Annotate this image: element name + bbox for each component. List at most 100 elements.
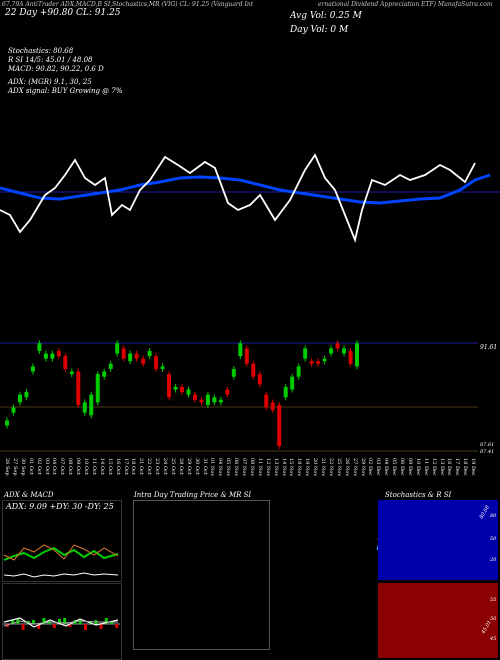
candle	[121, 348, 126, 359]
rsi-panel	[378, 583, 498, 658]
x-axis-label: 23 Oct	[154, 458, 161, 475]
x-axis-label: 24 Oct	[162, 458, 168, 475]
macd-label: MACD: 90.82, 90.22, 0.6 D	[8, 65, 104, 73]
candle	[212, 397, 217, 403]
candle	[257, 374, 262, 385]
x-axis-label: 04 Dec	[383, 458, 390, 476]
adx-signal: ADX signal: BUY Growing @ 7%	[8, 87, 123, 95]
x-axis-label: 27 Sep	[11, 458, 18, 476]
header-line1-right: ernational Dividend Appreciation ETF) Mu…	[318, 1, 493, 8]
candle	[264, 394, 269, 408]
x-axis-label: 03 Dec	[375, 458, 382, 476]
candle	[160, 366, 165, 369]
candle	[69, 371, 74, 375]
x-axis-label: 17 Oct	[122, 458, 129, 475]
macd-signal-line	[3, 620, 118, 627]
price-label-bottom-2: 87.41	[480, 449, 495, 455]
candle	[134, 353, 139, 359]
candle	[167, 374, 172, 398]
x-axis-label: 15 Nov	[288, 458, 295, 477]
candle	[270, 402, 275, 411]
candle	[173, 386, 178, 390]
x-axis-label: 02 Oct	[35, 458, 42, 475]
avg-vol: Avg Vol: 0.25 M	[290, 11, 362, 21]
x-axis-label: 09 Dec	[406, 458, 413, 476]
stoch-panel	[378, 500, 498, 580]
macd-histogram-bar	[104, 618, 108, 624]
x-axis-label: 08 Oct	[67, 458, 74, 475]
candle	[290, 376, 295, 390]
x-axis-label: 31 Oct	[201, 458, 208, 475]
x-axis-label: 02 Dec	[367, 458, 374, 476]
x-axis-label: 05 Dec	[391, 458, 398, 476]
rsi-label: R SI 14/5: 45.01 / 48.08	[8, 56, 93, 64]
candle	[342, 348, 347, 354]
adx-panel	[2, 500, 122, 582]
x-axis-label: 18 Nov	[296, 458, 303, 477]
candle	[218, 399, 223, 403]
x-axis-label: 10 Oct	[83, 458, 89, 475]
x-axis-label: 04 Nov	[217, 458, 224, 477]
candle	[329, 348, 334, 354]
candle	[82, 402, 87, 413]
candle	[244, 348, 249, 364]
candle	[238, 343, 243, 357]
candle	[303, 348, 308, 359]
intra-day-panel	[133, 500, 270, 650]
x-axis-label: 21 Nov	[320, 458, 326, 477]
x-axis-label: 30 Sep	[19, 458, 26, 476]
x-axis-label: 19 Dec	[470, 458, 477, 476]
candle	[225, 389, 230, 395]
adx-line	[3, 572, 119, 578]
x-axis-label: 09 Oct	[75, 458, 82, 475]
x-axis-label: 22 Oct	[146, 458, 153, 475]
header-line2: 22 Day +90.80 CL: 91.25	[5, 8, 121, 18]
candle	[24, 392, 29, 398]
candle	[17, 394, 22, 403]
x-axis-label: 11 Oct	[90, 458, 97, 475]
x-axis-label: 10 Dec	[414, 458, 421, 476]
x-axis-label: 20 Nov	[312, 458, 319, 477]
x-axis-label: 25 Oct	[169, 458, 176, 475]
candle	[277, 404, 282, 447]
x-axis-label: 13 Dec	[438, 458, 445, 476]
candle	[180, 386, 184, 393]
x-axis-label: 06 Dec	[399, 458, 405, 476]
macd-panel	[2, 583, 122, 660]
x-axis-label: 16 Dec	[446, 458, 453, 476]
candle	[316, 361, 321, 364]
stoch-level-20: 20	[490, 557, 497, 563]
candle	[141, 358, 146, 364]
candle	[95, 374, 100, 403]
x-axis-label: 11 Dec	[422, 458, 429, 476]
x-axis-label: 18 Oct	[130, 458, 137, 475]
candle	[251, 363, 256, 377]
macd-histogram-bar	[68, 624, 72, 627]
macd-histogram-bar	[37, 624, 41, 629]
candle	[115, 343, 120, 354]
macd-histogram-bar	[6, 624, 9, 627]
x-axis-label: 16 Oct	[114, 458, 121, 475]
macd-histogram-bar	[115, 624, 119, 628]
day-vol: Day Vol: 0 M	[290, 25, 349, 35]
candle	[283, 386, 288, 398]
x-axis-label: 01 Oct	[27, 458, 34, 475]
candle	[11, 407, 16, 413]
candle	[335, 343, 340, 349]
macd-histogram-bar	[52, 624, 56, 628]
x-axis-label: 25 Nov	[335, 458, 342, 477]
candle	[108, 363, 113, 369]
stoch-rsi-title: Stochastics & R SI	[385, 491, 452, 499]
x-axis-label: 26 Nov	[343, 458, 350, 477]
x-axis-label: 03 Oct	[43, 458, 50, 475]
stochastics-label: Stochastics: 80.68	[8, 47, 74, 55]
price-label-bottom-1: 87.61	[480, 442, 495, 448]
header-line1: 67.79A AntiTrader ADX,MACD,B SI,Stochast…	[2, 1, 254, 8]
x-axis-label: 28 Oct	[177, 458, 184, 475]
macd-histogram-bar	[42, 618, 46, 624]
candle	[199, 399, 204, 403]
macd-histogram-bar	[99, 624, 103, 629]
candle	[37, 343, 42, 351]
macd-histogram-bar	[21, 624, 25, 630]
macd-histogram-bar	[63, 618, 67, 624]
